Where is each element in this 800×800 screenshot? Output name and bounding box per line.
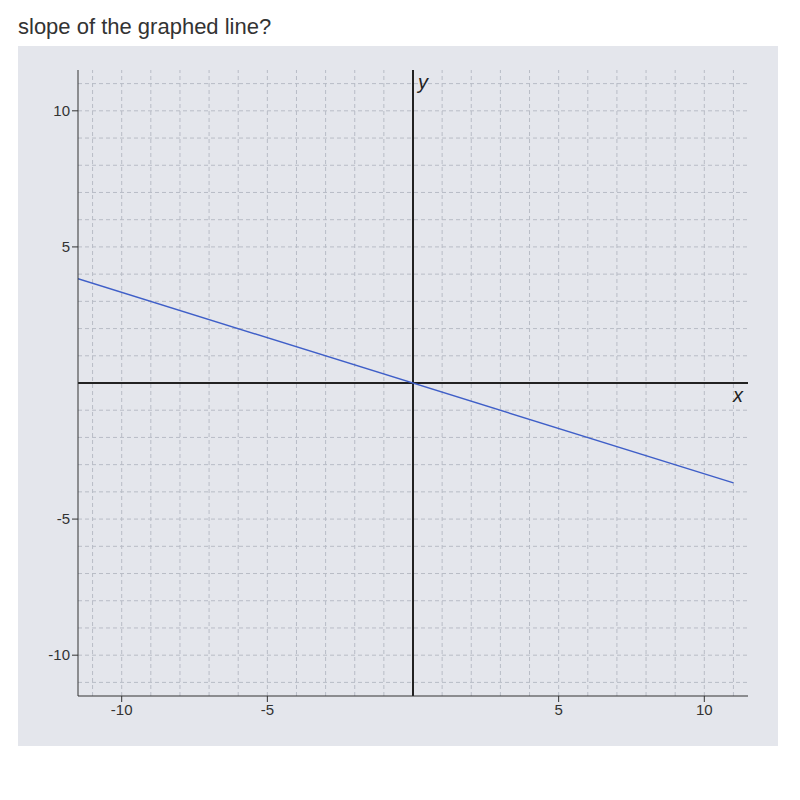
svg-text:-10: -10	[111, 701, 133, 718]
svg-text:5: 5	[62, 238, 70, 255]
svg-text:-5: -5	[261, 701, 274, 718]
svg-text:5: 5	[554, 701, 562, 718]
svg-text:y: y	[416, 71, 429, 93]
svg-text:10: 10	[53, 102, 70, 119]
svg-text:-10: -10	[48, 646, 70, 663]
html-text:slope of the graphed line?: slope of the graphed line?	[18, 14, 272, 39]
svg-text:-5: -5	[57, 510, 70, 527]
svg-text:10: 10	[696, 701, 713, 718]
svg-text:x: x	[732, 384, 744, 406]
